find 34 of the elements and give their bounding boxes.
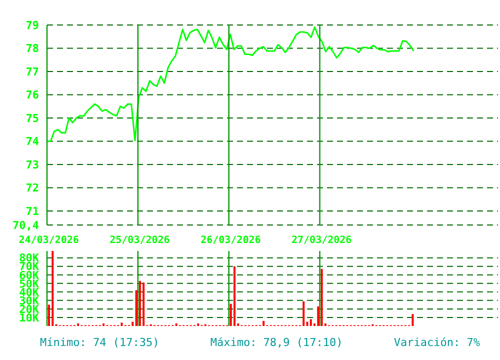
x-tick-label: 25/03/2026 <box>110 235 170 246</box>
text: Mínimo: 74 (17:35) <box>40 336 160 349</box>
y-tick-label: 76 <box>26 88 40 102</box>
bar <box>233 266 236 326</box>
bar <box>412 314 414 326</box>
x-tick-label: 27/03/2026 <box>291 235 352 246</box>
bar <box>317 306 320 326</box>
y-tick-label: 73 <box>26 158 39 172</box>
bar <box>132 322 134 326</box>
text: Máximo: 78,9 (17:10) <box>210 336 343 349</box>
y-tick-label: 78 <box>26 42 39 56</box>
y-tick-label: 71 <box>26 204 40 218</box>
bar <box>175 323 178 326</box>
y-tick-label: 77 <box>26 65 39 78</box>
x-tick-label: 24/03/2026 <box>18 235 79 246</box>
y-tick-label: 70,4 <box>12 218 40 232</box>
bar <box>302 301 305 326</box>
bar <box>52 251 54 326</box>
bar <box>138 280 141 326</box>
y-tick-label: 74 <box>26 135 40 148</box>
bar <box>102 323 105 326</box>
y-tick-label: 72 <box>26 182 39 195</box>
y-tick-label: 79 <box>26 18 39 32</box>
y-tick-label: 75 <box>26 112 39 125</box>
bar <box>310 319 312 326</box>
line-series <box>46 26 414 142</box>
bar <box>120 322 123 326</box>
bar <box>77 323 80 326</box>
x-tick-label: 26/03/2026 <box>200 235 261 246</box>
bar <box>262 320 265 326</box>
bar <box>142 282 145 326</box>
text: Variación: 7% <box>394 336 480 349</box>
bar <box>197 323 200 326</box>
bar <box>320 268 323 326</box>
